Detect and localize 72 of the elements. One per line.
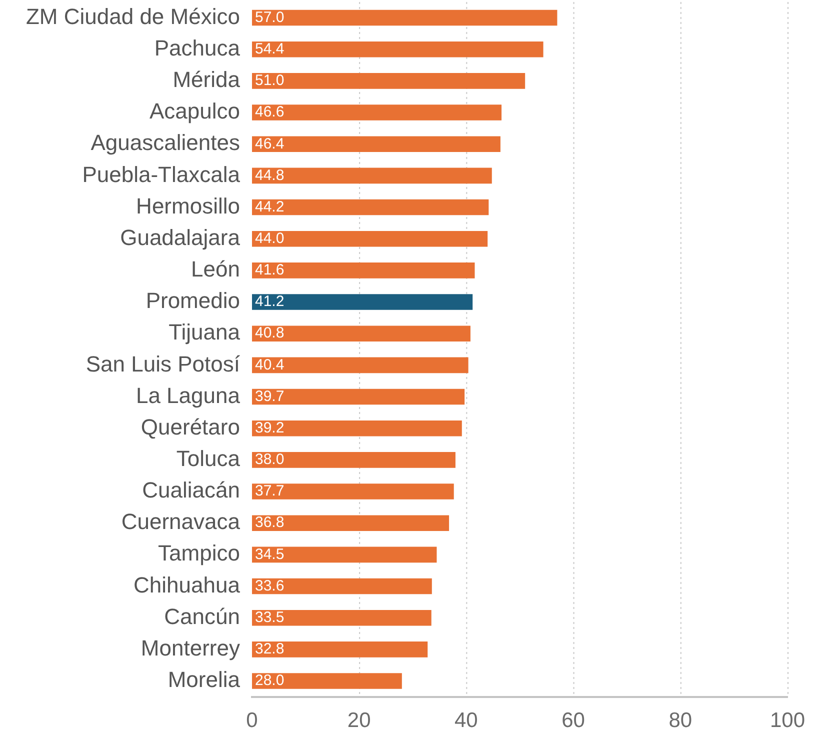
- data-label: 44.2: [254, 198, 284, 216]
- y-tick-label: Acapulco: [149, 98, 240, 124]
- y-tick-label: León: [191, 256, 240, 282]
- y-tick-label: ZM Ciudad de México: [26, 4, 240, 29]
- bar: [252, 610, 432, 626]
- x-tick-label: 0: [246, 709, 258, 732]
- data-label: 34.5: [254, 546, 284, 563]
- y-tick-label: Promedio: [146, 288, 240, 314]
- data-label: 44.8: [254, 166, 284, 184]
- bar: [252, 484, 454, 500]
- bar: [252, 326, 470, 342]
- data-label: 39.7: [254, 388, 284, 405]
- data-label: 54.4: [254, 40, 284, 58]
- data-label: 28.0: [254, 672, 284, 690]
- data-label: 44.0: [254, 230, 284, 248]
- x-tick-label: 20: [347, 709, 371, 732]
- data-label: 33.6: [254, 577, 284, 594]
- y-tick-label: Guadalajara: [120, 224, 241, 250]
- bar: [252, 357, 468, 374]
- y-tick-label: Cualiacán: [142, 478, 240, 503]
- data-label: 33.5: [254, 608, 284, 626]
- y-tick-label: San Luis Potosí: [86, 351, 240, 376]
- y-tick-label: Chihuahua: [134, 572, 241, 598]
- data-label: 38.0: [254, 451, 284, 468]
- data-label: 41.6: [254, 262, 284, 279]
- y-tick-label: Toluca: [176, 446, 241, 471]
- bar: [252, 515, 450, 531]
- data-label: 46.4: [254, 135, 284, 152]
- bar: [252, 578, 432, 594]
- bar: [252, 673, 402, 689]
- data-label: 32.8: [254, 640, 284, 658]
- y-tick-label: Aguascalientes: [90, 130, 240, 156]
- y-tick-label: Cuernavaca: [121, 509, 241, 534]
- bar: [252, 199, 489, 216]
- y-tick-label: La Laguna: [136, 382, 241, 408]
- y-tick-label: Morelia: [168, 667, 241, 692]
- bar: [252, 294, 473, 310]
- bar: [252, 136, 500, 152]
- y-tick-label: Pachuca: [154, 35, 241, 60]
- y-tick-label: Tijuana: [168, 320, 241, 345]
- y-tick-label: Mérida: [172, 67, 241, 92]
- x-tick-label: 40: [454, 709, 478, 732]
- data-label: 46.6: [254, 104, 284, 121]
- y-tick-label: Hermosillo: [136, 193, 240, 218]
- bar: [252, 420, 462, 436]
- y-tick-label: Monterrey: [140, 635, 240, 660]
- bar: [252, 642, 428, 658]
- bar: [252, 73, 526, 89]
- data-label: 57.0: [254, 8, 284, 26]
- data-label: 40.4: [254, 356, 284, 374]
- data-label: 39.2: [254, 419, 284, 436]
- data-label: 51.0: [254, 72, 284, 90]
- bar: [252, 10, 558, 26]
- bar: [252, 546, 437, 563]
- data-label: 36.8: [254, 514, 284, 532]
- bar: [252, 230, 488, 247]
- y-tick-label: Puebla-Tlaxcala: [82, 162, 241, 187]
- data-label: 40.8: [254, 324, 284, 342]
- x-tick-label: 60: [562, 709, 585, 732]
- y-tick-label: Cancún: [164, 604, 240, 629]
- bar: [252, 388, 465, 405]
- data-label: 37.7: [254, 482, 284, 500]
- bar: [252, 104, 502, 120]
- x-tick-label: 100: [770, 709, 806, 732]
- bar: [252, 41, 544, 58]
- y-tick-label: Tampico: [158, 540, 240, 566]
- x-tick-label: 80: [668, 709, 692, 732]
- bar: [252, 168, 492, 184]
- bar: [252, 262, 475, 278]
- y-tick-label: Querétaro: [140, 414, 240, 440]
- data-label: 41.2: [254, 293, 284, 310]
- bar: [252, 452, 456, 468]
